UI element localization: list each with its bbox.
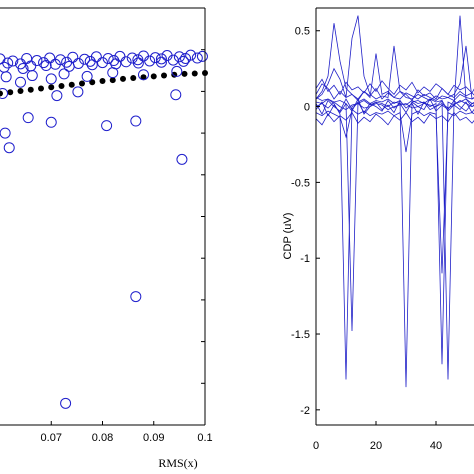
series-line-2 — [315, 111, 474, 126]
scatter-point-38 — [63, 60, 75, 72]
scatter-point-2 — [7, 55, 19, 67]
series-line-8 — [315, 97, 474, 388]
scatter-point-54 — [51, 90, 63, 102]
scatter-point-33 — [191, 52, 203, 64]
scatter-point-10 — [54, 54, 66, 66]
scatter-point-57 — [22, 112, 34, 124]
scatter-point-12 — [67, 51, 79, 63]
right-x-ticks: 0 20 40 — [313, 421, 442, 452]
left-scatter-points — [0, 49, 208, 409]
scatter-point-56 — [170, 89, 182, 101]
scatter-dot-black-0 — [0, 90, 3, 97]
scatter-point-62 — [3, 142, 15, 154]
scatter-dot-black-12 — [120, 75, 126, 82]
scatter-dot-black-19 — [191, 70, 198, 77]
left-chart: 0.07 0.08 0.09 0.1 RMS(x) — [0, 7, 213, 470]
scatter-point-42 — [155, 56, 167, 68]
right-y-tick-label-3: -1 — [300, 253, 310, 265]
scatter-point-17 — [97, 57, 108, 69]
scatter-point-36 — [17, 62, 29, 74]
scatter-point-45 — [0, 71, 12, 83]
scatter-point-43 — [177, 55, 189, 67]
scatter-point-64 — [130, 291, 142, 303]
series-line-5 — [315, 23, 474, 101]
scatter-point-19 — [108, 55, 120, 67]
left-x-axis-label: RMS(x) — [158, 456, 197, 470]
scatter-point-25 — [144, 55, 156, 67]
scatter-point-23 — [132, 54, 144, 66]
scatter-point-6 — [31, 55, 43, 67]
scatter-point-55 — [72, 86, 84, 98]
left-x-tick-label-1: 0.08 — [92, 432, 113, 444]
right-line-series — [315, 15, 474, 388]
scatter-point-51 — [107, 67, 119, 79]
scatter-point-41 — [132, 57, 144, 69]
scatter-point-1 — [2, 57, 14, 69]
right-x-tick-label-1: 20 — [370, 440, 382, 452]
scatter-point-44 — [0, 87, 9, 99]
left-x-ticks: 0.07 0.08 0.09 0.1 — [41, 421, 213, 444]
scatter-point-60 — [130, 115, 142, 127]
right-y-tick-label-5: -2 — [300, 405, 310, 417]
scatter-dot-black-3 — [27, 86, 34, 93]
scatter-dot-black-8 — [79, 80, 85, 87]
scatter-point-46 — [15, 76, 26, 88]
scatter-point-14 — [79, 53, 91, 65]
scatter-dot-black-1 — [7, 89, 14, 96]
scatter-dot-black-11 — [109, 77, 116, 84]
scatter-dot-black-18 — [181, 70, 188, 77]
scatter-point-58 — [45, 116, 57, 128]
left-x-tick-label-2: 0.09 — [143, 432, 164, 444]
series-line-3 — [315, 78, 474, 96]
scatter-dot-black-13 — [130, 75, 137, 82]
scatter-point-18 — [102, 52, 114, 64]
scatter-point-27 — [155, 53, 167, 65]
right-y-tick-label-4: -1.5 — [291, 329, 310, 341]
scatter-dot-black-16 — [161, 72, 167, 79]
series-line-10 — [315, 15, 474, 111]
scatter-point-48 — [45, 73, 57, 85]
right-y-tick-label-0: 0.5 — [295, 26, 310, 38]
left-x-tick-label-3: 0.1 — [197, 432, 212, 444]
right-y-tick-label-1: 0 — [304, 102, 310, 114]
series-line-7 — [315, 98, 474, 380]
scatter-point-8 — [44, 52, 56, 64]
scatter-point-50 — [81, 70, 93, 82]
right-y-tick-label-2: -0.5 — [291, 177, 310, 189]
scatter-dot-black-7 — [68, 81, 75, 88]
right-y-axis-label: CDP (uV) — [282, 213, 294, 260]
left-x-tick-label-0: 0.07 — [41, 432, 62, 444]
scatter-dot-black-6 — [58, 82, 65, 89]
scatter-point-59 — [101, 120, 113, 132]
right-y-ticks: 0.5 0 -0.5 -1 -1.5 -2 — [291, 26, 320, 417]
scatter-point-39 — [86, 59, 98, 71]
scatter-point-4 — [21, 52, 33, 64]
scatter-point-65 — [60, 397, 72, 409]
scatter-point-47 — [26, 70, 38, 82]
scatter-dot-black-10 — [99, 77, 106, 84]
scatter-point-61 — [0, 127, 11, 139]
right-chart: 0 20 40 0.5 0 -0.5 -1 -1.5 -2 CDP (uV) — [282, 7, 474, 452]
scatter-dot-black-15 — [150, 73, 157, 80]
series-line-9 — [315, 108, 474, 274]
scatter-dot-black-4 — [38, 85, 44, 92]
scatter-dot-black-14 — [140, 74, 147, 81]
scatter-point-21 — [120, 56, 132, 68]
scatter-point-37 — [40, 60, 52, 72]
scatter-point-63 — [176, 153, 188, 165]
scatter-point-34 — [196, 50, 208, 62]
scatter-dot-black-5 — [48, 84, 55, 91]
left-y-ticks — [201, 49, 205, 384]
scatter-point-49 — [58, 68, 70, 80]
scatter-point-52 — [138, 69, 149, 81]
right-x-tick-label-0: 0 — [313, 440, 319, 452]
scatter-point-24 — [138, 50, 149, 62]
right-x-tick-label-2: 40 — [430, 440, 442, 452]
scatter-dot-black-9 — [89, 79, 96, 86]
scatter-point-32 — [185, 49, 197, 61]
scatter-dot-black-2 — [17, 87, 24, 94]
scatter-point-53 — [171, 65, 183, 77]
